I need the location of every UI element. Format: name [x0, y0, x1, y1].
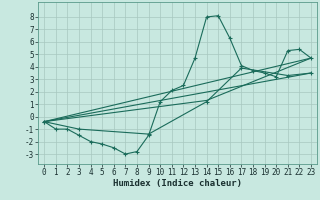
X-axis label: Humidex (Indice chaleur): Humidex (Indice chaleur) [113, 179, 242, 188]
